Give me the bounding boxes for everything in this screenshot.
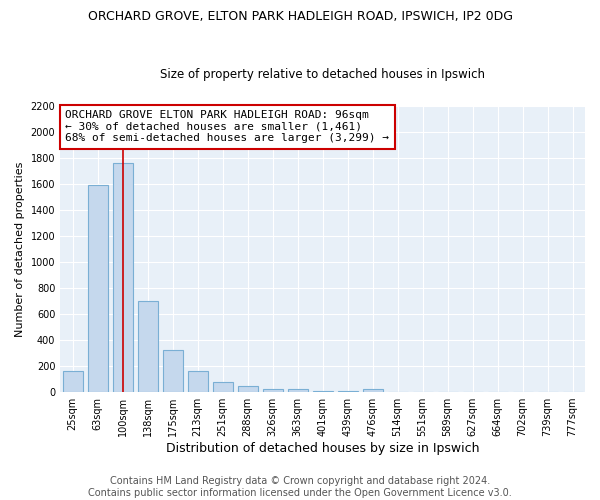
Bar bbox=[338, 391, 358, 392]
Title: Size of property relative to detached houses in Ipswich: Size of property relative to detached ho… bbox=[160, 68, 485, 81]
Bar bbox=[137, 301, 158, 392]
X-axis label: Distribution of detached houses by size in Ipswich: Distribution of detached houses by size … bbox=[166, 442, 479, 455]
Bar bbox=[313, 391, 332, 392]
Y-axis label: Number of detached properties: Number of detached properties bbox=[15, 161, 25, 336]
Bar bbox=[212, 382, 233, 392]
Bar bbox=[113, 163, 133, 392]
Text: Contains HM Land Registry data © Crown copyright and database right 2024.
Contai: Contains HM Land Registry data © Crown c… bbox=[88, 476, 512, 498]
Text: ORCHARD GROVE, ELTON PARK HADLEIGH ROAD, IPSWICH, IP2 0DG: ORCHARD GROVE, ELTON PARK HADLEIGH ROAD,… bbox=[88, 10, 512, 23]
Bar bbox=[62, 372, 83, 392]
Bar bbox=[238, 386, 257, 392]
Text: ORCHARD GROVE ELTON PARK HADLEIGH ROAD: 96sqm
← 30% of detached houses are small: ORCHARD GROVE ELTON PARK HADLEIGH ROAD: … bbox=[65, 110, 389, 144]
Bar bbox=[163, 350, 182, 392]
Bar bbox=[287, 390, 308, 392]
Bar bbox=[263, 389, 283, 392]
Bar bbox=[88, 185, 107, 392]
Bar bbox=[362, 390, 383, 392]
Bar bbox=[188, 372, 208, 392]
